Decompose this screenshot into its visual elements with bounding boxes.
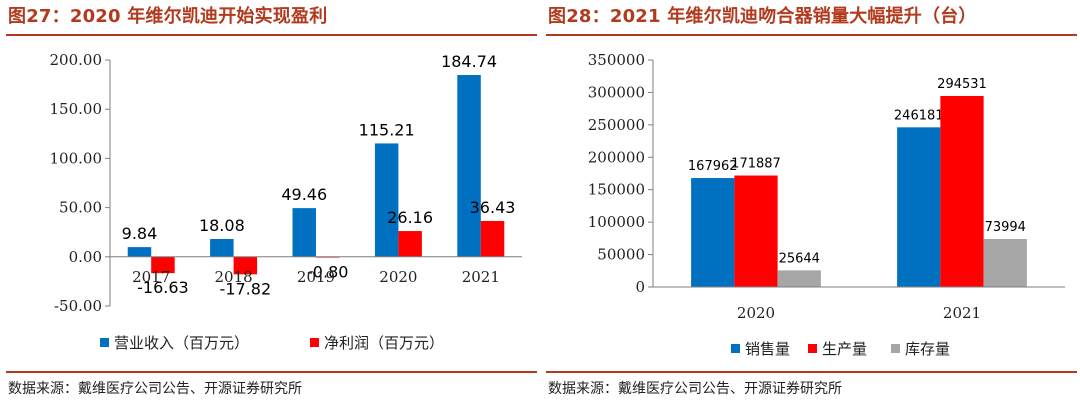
data-label: 246181 [894, 108, 944, 123]
data-label: 26.16 [387, 208, 433, 227]
data-label: 9.84 [122, 224, 158, 243]
chart-title: 图28：2021 年维尔凯迪吻合器销量大幅提升（台） [548, 6, 977, 27]
legend-label: 生产量 [822, 340, 867, 358]
chart-canvas: -50.00 0.00 50.00 100.00 150.00 200.00 9.84 18.… [50, 51, 522, 352]
y-tick-label: 0.00 [69, 248, 102, 266]
y-tick-label: 50000 [597, 246, 645, 264]
y-tick-label: 200.00 [50, 51, 103, 69]
legend-label: 销售量 [745, 340, 790, 358]
data-label: 115.21 [359, 120, 415, 139]
data-label: 25644 [779, 251, 820, 266]
x-tick-label: 2017 [132, 268, 170, 286]
bar-3-2020 [777, 270, 821, 287]
y-tick-label: 100.00 [50, 149, 103, 167]
data-source: 数据来源：戴维医疗公司公告、开源证券研究所 [548, 381, 842, 397]
legend-swatch-2 [808, 344, 817, 353]
chart-panel-sales-volume: 图28：2021 年维尔凯迪吻合器销量大幅提升（台） 0 50000 100000 1… [546, 0, 1077, 414]
x-tick-label: 2020 [379, 268, 417, 286]
bar-1-2017 [127, 247, 152, 257]
bar-2-2017 [151, 256, 175, 274]
data-label: 18.08 [199, 216, 245, 235]
chart-title: 图27：2020 年维尔凯迪开始实现盈利 [8, 6, 328, 27]
legend-label: 净利润（百万元） [324, 334, 444, 352]
source-rule [546, 371, 1077, 373]
data-label: -17.82 [220, 279, 272, 298]
bar-1-2019 [292, 208, 316, 257]
bar-2-2020 [734, 175, 778, 287]
data-label: 184.74 [441, 52, 497, 71]
x-tick-label: 2019 [297, 268, 335, 286]
y-tick-label: 100000 [588, 213, 645, 231]
x-tick-label: 2020 [737, 304, 775, 322]
data-label: 73994 [985, 220, 1026, 235]
bar-3-2021 [983, 239, 1027, 287]
legend-label: 营业收入（百万元） [114, 334, 249, 352]
y-tick-label: 200000 [588, 148, 645, 166]
data-label: -0.80 [307, 263, 348, 282]
y-tick-label: 150000 [588, 181, 645, 199]
bar-1-2021 [897, 127, 941, 287]
y-tick-label: 50.00 [59, 199, 102, 217]
chart-panel-revenue-profit: 图27：2020 年维尔凯迪开始实现盈利 -50.00 0.00 50.00 100.… [6, 0, 537, 414]
bar-2-2021 [480, 220, 505, 257]
bar-2-2020 [398, 231, 422, 257]
x-tick-label: 2018 [215, 268, 253, 286]
x-tick-label: 2021 [462, 268, 500, 286]
x-tick-label: 2021 [943, 304, 981, 322]
title-rule [6, 34, 537, 36]
y-tick-label: 250000 [588, 116, 645, 134]
title-rule [546, 34, 1077, 36]
y-tick-label: 150.00 [50, 100, 103, 118]
legend-swatch-1 [731, 344, 740, 353]
data-label: 167962 [688, 159, 738, 174]
source-rule [6, 371, 537, 373]
y-tick-label: 0 [635, 278, 645, 296]
data-label: 171887 [731, 157, 781, 172]
data-label: 36.43 [470, 198, 516, 217]
legend-label: 库存量 [905, 340, 950, 358]
legend-swatch-3 [891, 344, 900, 353]
chart-canvas: 0 50000 100000 150000 200000 250000 300000 3500… [588, 51, 1065, 358]
bar-1-2020 [691, 178, 735, 287]
legend-swatch-2 [310, 338, 319, 347]
bar-1-2018 [210, 239, 234, 257]
y-tick-label: -50.00 [54, 297, 102, 315]
bar-2-2021 [940, 95, 984, 287]
bar-1-2020 [374, 143, 399, 257]
bar-1-2021 [457, 75, 481, 257]
bar-2-2018 [233, 256, 258, 275]
data-label: 49.46 [281, 185, 327, 204]
data-label: -16.63 [137, 278, 189, 297]
data-label: 294531 [937, 77, 987, 92]
y-tick-label: 350000 [588, 51, 645, 69]
legend-swatch-1 [100, 338, 109, 347]
y-tick-label: 300000 [588, 83, 645, 101]
data-source: 数据来源：戴维医疗公司公告、开源证券研究所 [8, 381, 302, 397]
